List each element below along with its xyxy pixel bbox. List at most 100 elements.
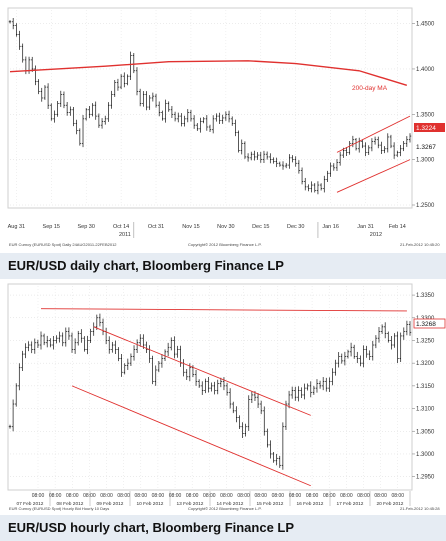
price-bar	[370, 138, 374, 152]
x-tick-label: 08:00	[203, 493, 216, 499]
hourly-price-badge: 1.3268	[416, 321, 436, 328]
price-bar	[294, 156, 297, 167]
price-bar	[18, 363, 21, 391]
daily-chart-panel: Aug 31 Sep 15 Sep 30 Oct 14 Oct 31 Nov 15 Nov …	[0, 0, 446, 252]
price-bar	[170, 337, 173, 351]
price-bar	[197, 379, 201, 388]
price-bar	[37, 79, 40, 95]
price-bar	[323, 175, 326, 193]
x-tick-label: Oct 14	[113, 224, 129, 230]
price-bar	[83, 336, 86, 352]
price-bar	[399, 144, 402, 157]
price-bar	[52, 335, 55, 350]
date-label: 20 Feb 2012	[377, 501, 404, 507]
price-bar	[365, 345, 368, 358]
price-bar	[142, 91, 145, 107]
price-bar	[64, 327, 68, 347]
price-bar	[240, 139, 243, 155]
price-bar	[304, 177, 307, 191]
price-bar	[374, 335, 378, 349]
price-bar	[11, 399, 15, 432]
price-bar	[36, 339, 40, 349]
price-bar	[72, 106, 75, 127]
price-bar	[211, 115, 215, 134]
daily-moving-average	[9, 60, 408, 86]
price-bar	[58, 331, 61, 343]
price-bar	[234, 119, 237, 137]
price-bar	[145, 91, 148, 111]
price-bar	[170, 106, 174, 119]
price-bar	[294, 386, 297, 401]
price-bar	[39, 331, 43, 350]
price-bar	[27, 341, 30, 352]
price-bar	[176, 345, 179, 358]
price-bar	[43, 85, 47, 100]
x-tick-label: Dec 15	[252, 224, 269, 230]
x-tick-label: 08:00	[357, 493, 370, 499]
price-bar	[8, 424, 12, 429]
daily-channel-lines	[336, 115, 411, 193]
x-tick-label: 08:00	[306, 493, 319, 499]
price-bar	[126, 74, 129, 86]
price-bar	[402, 327, 405, 340]
price-bar	[163, 349, 167, 362]
price-bar	[337, 352, 340, 368]
x-tick-label: 08:00	[83, 493, 96, 499]
price-bar	[151, 92, 155, 102]
price-bar	[50, 103, 53, 121]
price-bar	[352, 344, 356, 359]
price-bar	[186, 109, 189, 123]
price-bar	[100, 118, 104, 129]
price-bar	[367, 145, 370, 155]
price-bar	[46, 83, 50, 110]
price-bar	[371, 340, 374, 361]
price-bar	[290, 386, 294, 399]
price-bar	[408, 133, 412, 143]
x-tick-label: Sep 30	[77, 224, 94, 230]
price-bar	[34, 65, 37, 86]
price-bar	[180, 113, 183, 127]
price-bar	[265, 151, 269, 160]
price-bar	[272, 451, 275, 463]
price-bar	[219, 377, 223, 388]
price-bar	[332, 163, 336, 171]
price-bar	[173, 111, 177, 122]
channel-line	[336, 115, 411, 153]
x-tick-label: 08:00	[169, 493, 182, 499]
price-bar	[256, 393, 260, 409]
price-bar	[56, 101, 59, 117]
price-bar	[319, 183, 323, 191]
y-tick-label: 1.3350	[416, 293, 435, 299]
x-tick-label: 08:00	[323, 493, 336, 499]
price-bar	[80, 329, 83, 343]
price-bar	[396, 150, 399, 157]
price-bar	[377, 136, 380, 149]
price-bar	[349, 342, 353, 357]
price-bar	[269, 153, 272, 164]
x-tick-label: Feb 14	[389, 224, 406, 230]
price-bar	[117, 347, 120, 362]
hourly-footer-left: EUR Curncy (EURUSD Spot) Hourly Bid Hour…	[9, 506, 109, 511]
price-bar	[362, 345, 365, 368]
x-tick-label: 08:00	[374, 493, 387, 499]
price-bar	[166, 342, 170, 357]
price-bar	[154, 93, 158, 108]
price-bar	[62, 91, 66, 109]
x-tick-label: Jan 31	[357, 224, 374, 230]
price-bar	[70, 332, 74, 353]
price-bar	[86, 335, 89, 355]
price-bar	[205, 115, 209, 131]
price-bar	[263, 406, 266, 436]
price-bar	[15, 383, 18, 407]
price-bar	[272, 157, 275, 164]
price-bar	[329, 162, 332, 177]
price-bar	[227, 110, 231, 123]
price-bar	[359, 355, 362, 367]
price-bar	[108, 336, 111, 354]
price-bar	[69, 106, 72, 116]
price-bar	[114, 340, 117, 354]
price-bar	[300, 167, 304, 185]
price-bar	[222, 377, 226, 391]
price-bar	[177, 112, 180, 123]
price-bar	[310, 181, 313, 193]
